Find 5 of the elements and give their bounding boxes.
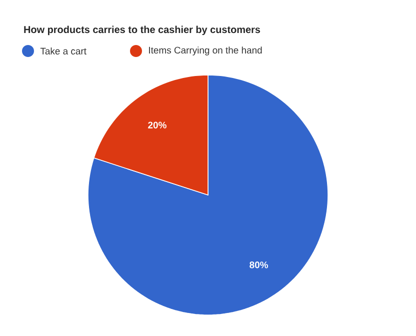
chart-title: How products carries to the cashier by customers: [24, 26, 260, 36]
data-label: 80%: [250, 262, 268, 268]
legend-label: Take a cart: [40, 48, 86, 54]
legend-label: Items Carrying on the hand: [149, 46, 262, 56]
data-label: 20%: [148, 122, 166, 128]
